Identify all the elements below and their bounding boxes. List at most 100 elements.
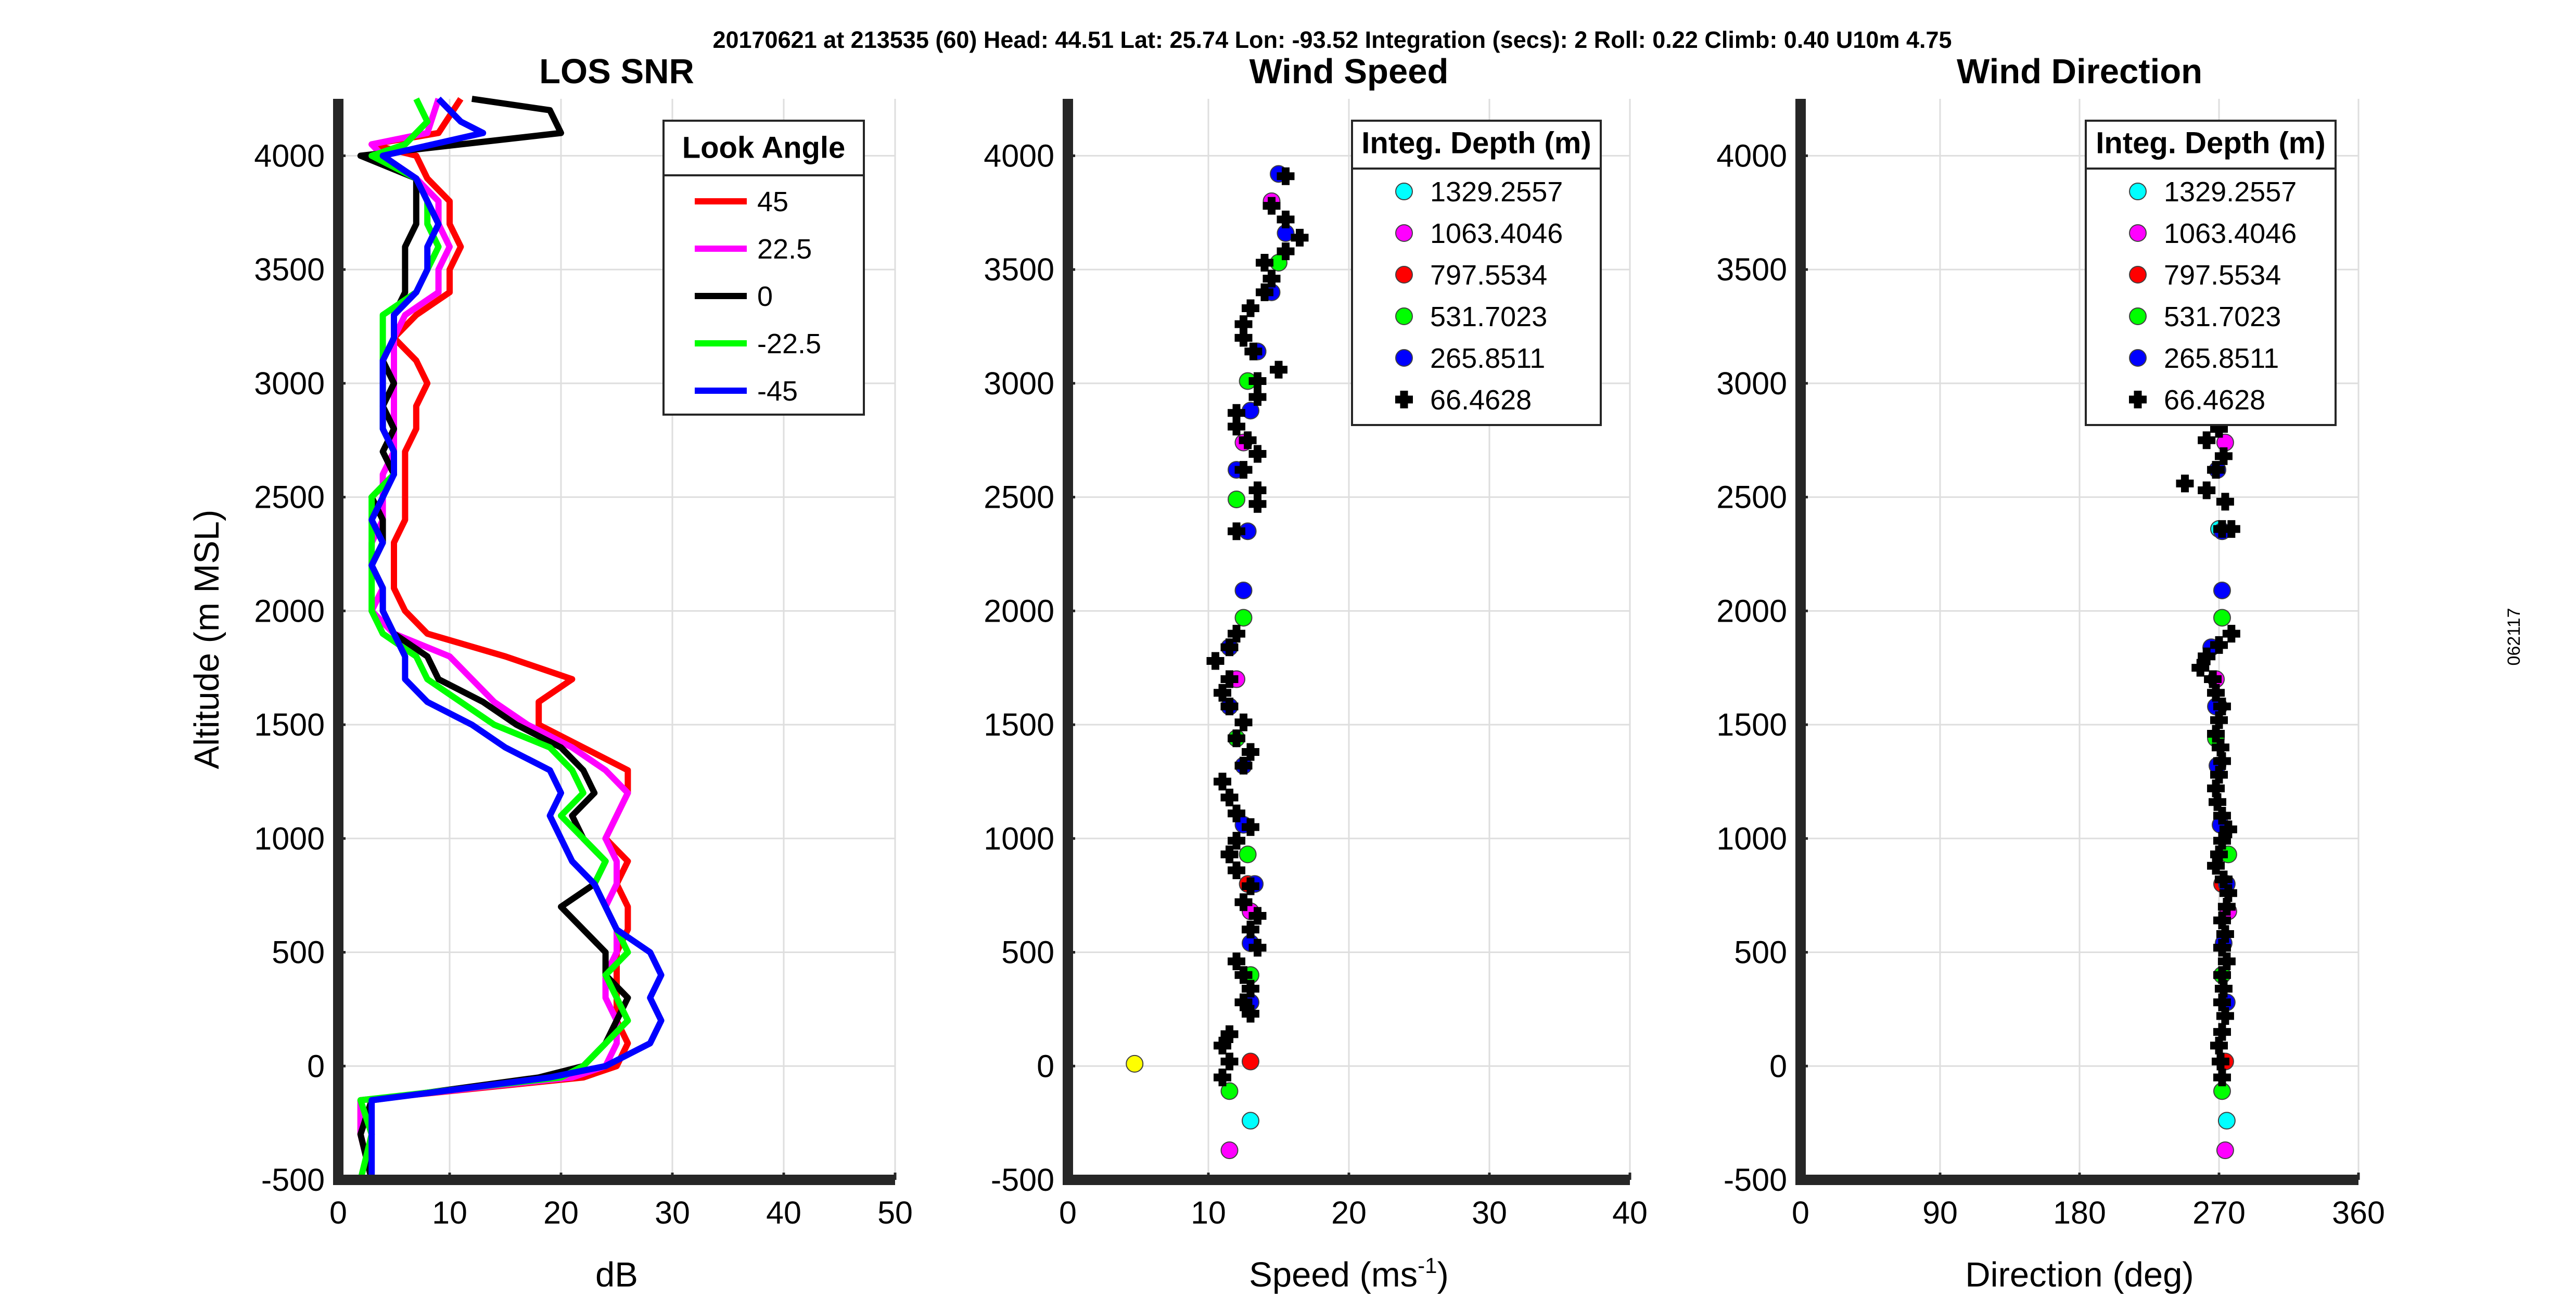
data-point-plus	[1248, 481, 1267, 499]
data-point-plus	[1277, 210, 1295, 228]
legend-entry-label: 531.7023	[1430, 301, 1547, 332]
legend-marker-swatch	[1395, 349, 1413, 367]
x-tick-label: 0	[1792, 1195, 1809, 1230]
y-tick-label: 1500	[254, 707, 325, 742]
data-point-plus	[2213, 1023, 2231, 1041]
y-tick-label: 3000	[1716, 366, 1787, 401]
y-tick-label: -500	[1724, 1162, 1787, 1198]
x-tick-label: 10	[432, 1195, 467, 1230]
data-point-plus	[1242, 743, 1259, 761]
data-point-plus	[2213, 832, 2231, 850]
chart-speed: 0 10 20 30 40-500050010001500200025003000350…	[984, 52, 1648, 1294]
data-point-plus	[2198, 431, 2216, 449]
x-tick-label: 40	[766, 1195, 801, 1230]
figure-suptitle: 20170621 at 213535 (60) Head: 44.51 Lat:…	[712, 27, 1952, 53]
legend: Integ. Depth (m) 1329.2557 1063.4046 797.55…	[2085, 120, 2337, 426]
data-point-plus	[1234, 756, 1253, 775]
legend-plus-swatch	[2129, 391, 2147, 408]
data-point-plus	[1220, 845, 1239, 864]
x-tick-label: 30	[1472, 1195, 1507, 1230]
series-line	[357, 97, 631, 1181]
legend-marker-swatch	[2129, 307, 2147, 325]
x-axis-label: Speed (ms-1)	[1249, 1253, 1449, 1294]
chart-direction: 0 90 180 270 360-500050010001500200025003000…	[1716, 52, 2385, 1294]
data-point-plus	[1220, 1052, 1239, 1071]
data-point-plus	[1242, 920, 1259, 938]
data-point-plus	[1242, 299, 1259, 317]
x-tick-label: 50	[877, 1195, 913, 1230]
y-tick-label: 0	[1037, 1048, 1054, 1084]
legend-marker-swatch	[1395, 307, 1413, 325]
data-point	[1242, 1052, 1259, 1071]
legend: Look Angle 45 22.5 0 -22.5 -45	[662, 120, 865, 416]
y-tick-label: 4000	[984, 138, 1054, 173]
data-point-plus	[1220, 789, 1239, 807]
y-tick-label: 1500	[1716, 707, 1787, 742]
data-point-plus	[1228, 625, 1245, 643]
data-point-plus	[1228, 861, 1245, 880]
data-point-plus	[1291, 228, 1309, 247]
side-label: 062117	[2504, 608, 2524, 666]
x-tick-label: 10	[1191, 1195, 1226, 1230]
data-point-plus	[2213, 807, 2231, 825]
data-point-plus	[2210, 636, 2228, 654]
data-point-plus	[1220, 638, 1239, 657]
y-tick-label: -500	[261, 1162, 325, 1198]
data-point-plus	[1228, 404, 1245, 422]
data-point	[1220, 1141, 1239, 1160]
ticks: 0 10 20 30 40 50-5000500100015002000250030003…	[254, 138, 913, 1230]
data-point-plus	[1256, 283, 1273, 301]
data-point	[2217, 1112, 2236, 1130]
y-tick-label: 2500	[984, 480, 1054, 515]
x-tick-label: 0	[1059, 1195, 1077, 1230]
legend-title: Integ. Depth (m)	[1361, 126, 1591, 160]
x-tick-label: 20	[1331, 1195, 1367, 1230]
legend-entry-label: 66.4628	[2164, 384, 2265, 416]
data-point	[1239, 845, 1257, 864]
x-axis-label: dB	[595, 1255, 638, 1294]
legend-box	[1351, 120, 1602, 426]
ticks: 0 90 180 270 360-500050010001500200025003000…	[1716, 138, 2385, 1230]
y-axis-label: Altitude (m MSL)	[187, 510, 226, 769]
y-tick-label: 1500	[984, 707, 1054, 742]
legend-entry-label: -22.5	[757, 328, 821, 359]
data-point-plus	[1234, 461, 1253, 479]
data-point-plus	[1234, 966, 1253, 984]
data-point	[1234, 581, 1253, 599]
data-point-plus	[1248, 445, 1267, 463]
data-point-plus	[1242, 877, 1259, 895]
data-point-plus	[2211, 1052, 2229, 1071]
legend-entry-label: 66.4628	[1430, 384, 1532, 416]
data-point	[2213, 609, 2231, 627]
data-point-plus	[1206, 652, 1225, 670]
x-axis-label-text: Speed (ms	[1249, 1255, 1418, 1294]
data-point-plus	[1234, 893, 1253, 911]
x-tick-label: 30	[655, 1195, 690, 1230]
data-point-plus	[1256, 253, 1273, 272]
data-point-plus	[1214, 1069, 1231, 1087]
panel-title: Wind Direction	[1957, 52, 2202, 91]
legend-title: Integ. Depth (m)	[2096, 126, 2325, 160]
data-point	[2216, 1141, 2234, 1160]
legend-box	[2085, 120, 2337, 426]
data-point	[1234, 609, 1253, 627]
data-point-plus	[2198, 647, 2216, 665]
legend-entry-label: 797.5534	[1430, 260, 1547, 291]
y-tick-label: 3000	[254, 366, 325, 401]
data-point-plus	[1220, 698, 1239, 716]
chart-panels: 0 10 20 30 40 50-5000500100015002000250030003…	[187, 52, 2385, 1294]
data-point-plus	[2217, 953, 2236, 971]
data-point-plus	[1270, 361, 1287, 379]
y-tick-label: 3500	[984, 252, 1054, 287]
x-tick-label: 180	[2053, 1195, 2106, 1230]
y-tick-label: 1000	[1716, 821, 1787, 856]
data-point-plus	[1263, 269, 1281, 288]
data-point-plus	[2222, 625, 2240, 643]
data-point-plus	[2219, 884, 2237, 902]
data-point-plus	[1220, 1025, 1239, 1044]
x-tick-label: 90	[1922, 1195, 1958, 1230]
x-axis-label-text: Direction (deg)	[1965, 1255, 2194, 1294]
legend-entry-label: 1329.2557	[1430, 176, 1563, 208]
x-axis-label-text: dB	[595, 1255, 638, 1294]
y-tick-label: 2500	[1716, 480, 1787, 515]
